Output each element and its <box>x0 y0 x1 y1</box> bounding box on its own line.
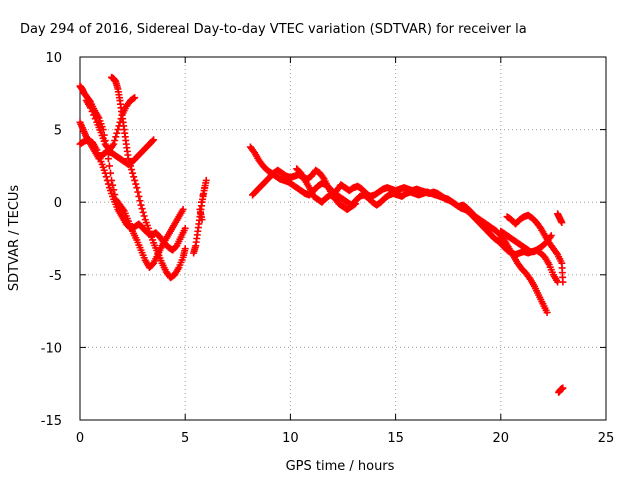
y-tick-label: 5 <box>54 124 62 139</box>
series-5 <box>108 73 189 282</box>
data-point <box>88 107 96 115</box>
data-point <box>199 191 207 199</box>
data-point <box>133 184 141 192</box>
data-point <box>130 173 138 181</box>
data-point <box>110 140 118 148</box>
data-point <box>131 94 139 102</box>
data-point <box>181 224 189 232</box>
series-9 <box>293 165 360 213</box>
data-point <box>129 169 137 177</box>
data-point <box>128 166 136 174</box>
series-3 <box>76 136 189 254</box>
data-point <box>202 176 210 184</box>
data-point <box>352 200 360 208</box>
data-point <box>559 278 567 286</box>
x-tick-label: 10 <box>282 431 299 446</box>
y-tick-label: -15 <box>41 414 62 429</box>
data-point <box>198 198 206 206</box>
data-marks <box>76 73 567 396</box>
x-tick-label: 15 <box>387 431 404 446</box>
data-point <box>91 115 99 123</box>
data-point <box>102 173 110 181</box>
data-point <box>101 169 109 177</box>
data-point <box>114 126 122 134</box>
grid <box>80 57 606 420</box>
x-tick-label: 0 <box>76 431 84 446</box>
series-12 <box>554 210 567 396</box>
data-point <box>319 174 327 182</box>
data-point <box>149 137 157 145</box>
data-point <box>181 245 189 253</box>
data-point <box>125 158 133 166</box>
data-point <box>140 212 148 220</box>
data-point <box>136 197 144 205</box>
data-point <box>558 219 566 227</box>
x-tick-label: 5 <box>181 431 189 446</box>
data-point <box>104 180 112 188</box>
data-point <box>134 188 142 196</box>
series-10 <box>503 211 567 286</box>
x-tick-label: 25 <box>598 431 615 446</box>
data-point <box>126 162 134 170</box>
data-point <box>112 133 120 141</box>
data-point <box>198 216 206 224</box>
data-point <box>138 205 146 213</box>
x-axis-label: GPS time / hours <box>286 459 395 474</box>
data-point <box>135 192 143 200</box>
data-point <box>553 249 561 257</box>
data-point <box>201 184 209 192</box>
data-point <box>90 111 98 119</box>
y-axis-label: SDTVAR / TECUs <box>7 185 22 292</box>
series-7 <box>246 143 562 286</box>
data-point <box>543 309 551 317</box>
y-tick-label: 0 <box>54 196 62 211</box>
data-point <box>124 155 132 163</box>
data-point <box>103 176 111 184</box>
data-point <box>139 208 147 216</box>
data-point <box>132 180 140 188</box>
data-point <box>105 162 113 170</box>
chart-title: Day 294 of 2016, Sidereal Day-to-day VTE… <box>20 22 527 37</box>
data-point <box>131 176 139 184</box>
y-tick-label: 10 <box>45 51 62 66</box>
data-point <box>150 136 158 144</box>
series-6 <box>190 176 210 257</box>
data-point <box>179 205 187 213</box>
data-point <box>559 384 567 392</box>
data-point <box>547 232 555 240</box>
plot-area <box>79 56 607 421</box>
data-point <box>111 136 119 144</box>
series-11 <box>497 227 555 256</box>
y-tick-label: -5 <box>49 269 62 284</box>
data-point <box>546 233 554 241</box>
data-point <box>113 129 121 137</box>
data-point <box>104 155 112 163</box>
axis-ticks: 0 5 10 15 20 25 -15 -10 -5 0 5 10 <box>41 51 615 446</box>
y-tick-label: -10 <box>41 341 62 356</box>
data-point <box>109 142 117 150</box>
data-point <box>87 104 95 112</box>
x-tick-label: 20 <box>493 431 510 446</box>
data-point <box>137 201 145 209</box>
